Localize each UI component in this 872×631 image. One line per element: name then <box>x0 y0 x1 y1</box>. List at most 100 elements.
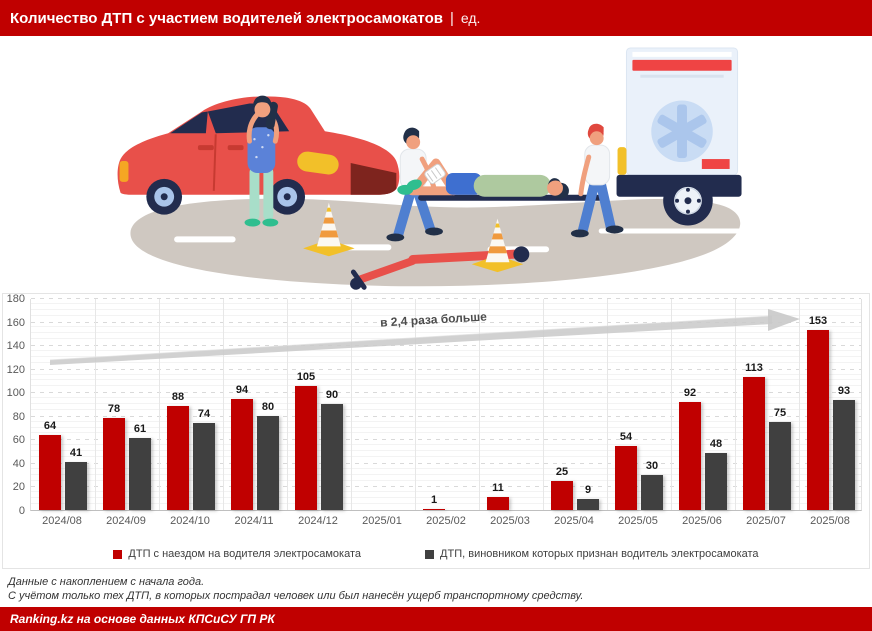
gridline-minor <box>31 497 861 499</box>
x-axis-label: 2025/03 <box>490 515 530 527</box>
y-axis-label: 120 <box>6 363 25 376</box>
gridline-minor <box>31 450 861 452</box>
bar-value-label: 1 <box>430 493 438 506</box>
x-axis-label: 2025/04 <box>554 515 594 527</box>
ambulance-illustration <box>616 47 742 226</box>
bar-value-label: 30 <box>645 459 659 472</box>
gridline-vertical <box>415 299 416 510</box>
gridline-vertical <box>287 299 288 510</box>
gridline-minor <box>31 373 861 375</box>
gridline-minor <box>31 503 861 505</box>
chart-legend: ДТП с наездом на водителя электросамокат… <box>0 546 872 562</box>
gridline-minor <box>31 338 861 340</box>
y-axis-label: 40 <box>12 457 25 470</box>
x-axis-label: 2025/06 <box>682 515 722 527</box>
gridline-vertical <box>95 299 96 510</box>
y-axis-label: 180 <box>6 293 25 305</box>
source-text: Ranking.kz на основе данных КПСиСУ ГП РК <box>10 612 275 626</box>
gridline-vertical <box>735 299 736 510</box>
bar <box>167 406 189 510</box>
bar-value-label: 9 <box>584 484 592 497</box>
title-separator: | <box>449 9 454 27</box>
ground-shape <box>130 198 741 287</box>
legend-item-secondary: ДТП, виновником которых признан водитель… <box>425 548 759 560</box>
paramedic-right <box>570 123 624 238</box>
bar <box>577 499 599 510</box>
y-axis-label: 20 <box>12 481 25 494</box>
bar <box>807 329 829 510</box>
bar <box>769 421 791 510</box>
gridline-minor <box>31 379 861 381</box>
y-axis-label: 100 <box>6 387 25 400</box>
bar <box>103 418 125 510</box>
footnote-line-1: Данные с накоплением с начала года. <box>8 576 205 588</box>
gridline-vertical <box>223 299 224 510</box>
bar-value-label: 75 <box>773 406 787 419</box>
gridline-vertical <box>799 299 800 510</box>
gridline-major <box>31 439 861 441</box>
bar <box>193 422 215 510</box>
gridline-minor <box>31 326 861 328</box>
bar <box>231 399 253 510</box>
x-axis-label: 2025/08 <box>810 515 850 527</box>
y-axis: 0 20 40 60 80 100 120 140 160 180 <box>0 293 27 517</box>
gridline-minor <box>31 314 861 316</box>
bar <box>321 404 343 510</box>
gridline-major <box>31 415 861 417</box>
x-axis-label: 2025/01 <box>362 515 402 527</box>
gridline-major <box>31 298 861 299</box>
y-axis-label: 0 <box>18 505 25 517</box>
legend-label-secondary: ДТП, виновником которых признан водитель… <box>440 548 759 560</box>
gridline-minor <box>31 385 861 387</box>
gridline-major <box>31 392 861 394</box>
gridline-minor <box>31 479 861 481</box>
gridline-minor <box>31 308 861 310</box>
gridline-minor <box>31 408 861 410</box>
gridline-vertical <box>159 299 160 510</box>
gridline-major <box>31 368 861 370</box>
bar <box>257 415 279 510</box>
gridline-vertical <box>671 299 672 510</box>
legend-label-primary: ДТП с наездом на водителя электросамокат… <box>128 548 362 560</box>
y-axis-label: 160 <box>6 316 25 329</box>
gridline-vertical <box>543 299 544 510</box>
bar-value-label: 113 <box>745 361 763 374</box>
bar <box>615 446 637 510</box>
gridline-minor <box>31 473 861 475</box>
bar <box>65 461 87 510</box>
traffic-cone-right <box>471 218 524 273</box>
gridline-minor <box>31 420 861 422</box>
bar <box>705 453 727 510</box>
bar-value-label: 64 <box>43 419 57 432</box>
gridline-vertical <box>351 299 352 510</box>
gridline-minor <box>31 355 861 357</box>
gridline-vertical <box>479 299 480 510</box>
x-axis-label: 2024/12 <box>298 515 338 527</box>
gridline-minor <box>31 350 861 351</box>
bar <box>833 400 855 510</box>
bar-value-label: 88 <box>171 391 185 404</box>
x-axis-label: 2024/09 <box>106 515 146 527</box>
bar-value-label: 74 <box>197 407 211 420</box>
header-bar: Количество ДТП с участием водителей элек… <box>0 0 872 36</box>
bar-value-label: 94 <box>235 384 249 397</box>
y-axis-label: 140 <box>6 340 25 353</box>
bar <box>679 401 701 510</box>
gridline-major <box>31 462 861 464</box>
x-axis-label: 2025/05 <box>618 515 658 527</box>
gridline-minor <box>31 332 861 334</box>
gridline-minor <box>31 491 861 493</box>
stretcher-with-patient <box>397 158 607 201</box>
bystander-woman <box>244 95 280 227</box>
bar <box>39 434 61 510</box>
bar-value-label: 25 <box>555 465 569 478</box>
bar-value-label: 61 <box>133 423 147 436</box>
bar <box>743 376 765 510</box>
bar <box>129 438 151 510</box>
bar-value-label: 54 <box>619 431 633 444</box>
gridline-minor <box>31 403 861 404</box>
page-title: Количество ДТП с участием водителей элек… <box>10 9 443 27</box>
gridline-minor <box>31 397 861 399</box>
y-axis-label: 80 <box>12 410 25 423</box>
accident-scene-illustration <box>117 47 742 290</box>
